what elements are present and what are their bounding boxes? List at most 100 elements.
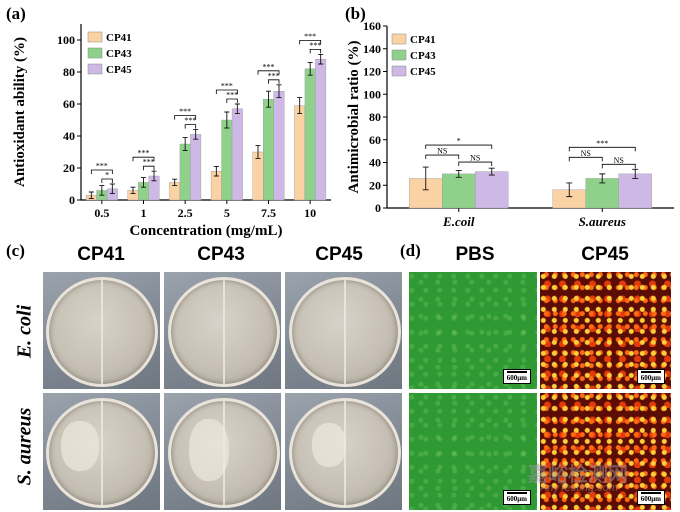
x-tick-label: 10 [304,206,316,220]
significance-label-line [226,98,238,103]
significance-label-line [101,178,113,183]
bar-cp45 [315,59,327,201]
significance-label-line [425,154,460,160]
significance-label-line [143,165,155,171]
significance-label: *** [226,91,238,100]
error-bar [632,168,639,179]
column-header-pbs: PBS [455,244,495,265]
fluorescence-pbs-top: 600μm [409,272,537,389]
significance-label-line [309,49,322,54]
legend-swatch-cp45 [87,63,103,75]
plate-cp41-ecoli [43,272,160,389]
error-bar [109,183,115,195]
bar-cp45 [231,108,243,201]
bar-cp45 [190,134,202,201]
significance-label-line [257,70,280,75]
significance-label: *** [268,71,280,80]
error-bar [213,165,219,177]
x-axis-label: Concentration (mg/mL) [130,223,283,239]
error-bar [234,103,240,115]
legend-swatch-cp45 [391,65,407,77]
legend-label-cp41: CP41 [106,32,132,44]
scale-bar: 600μm [636,490,665,505]
column-header-cp45: CP45 [315,244,363,265]
column-header-cp41: CP41 [77,244,125,265]
significance-label-line [215,89,238,94]
y-tick-label: 100 [57,33,75,47]
bar-cp43 [304,68,316,201]
y-tick-label: 80 [369,110,381,124]
y-tick-label: 80 [63,65,75,79]
x-tick-label: 0.5 [94,206,109,220]
y-tick-label: 0 [69,193,75,207]
legend-swatch-cp43 [87,47,103,59]
error-bar [307,61,313,76]
bar-cp43 [221,119,233,201]
significance-label: *** [263,62,275,71]
error-bar [318,53,324,65]
column-header-cp43: CP43 [197,244,245,265]
bar-cp45 [273,90,285,201]
error-bar [141,177,146,188]
legend-label-cp43: CP43 [106,48,132,60]
significance-label-line [184,124,197,129]
antioxidant-chart: 0204060801000.5****1******2.5******5****… [12,24,331,239]
y-tick-label: 60 [369,133,381,147]
bar-cp43 [263,98,274,201]
error-bar [99,185,105,196]
significance-label: *** [309,41,321,50]
error-bar [297,97,303,115]
significance-label: NS [470,154,480,163]
significance-label-line [425,144,493,150]
bar-cp43 [442,173,476,209]
y-tick-label: 120 [363,65,381,79]
fluorescence-cp45-bottom: 600μm [540,393,671,510]
y-tick-label: 20 [369,178,381,192]
significance-label: *** [184,116,196,125]
significance-label-line [568,156,603,162]
watermark-en: AnyTesting.com [540,482,618,494]
significance-label: NS [437,147,447,156]
significance-label: *** [138,149,150,158]
y-tick-label: 160 [363,19,381,33]
fluorescence-pbs-bottom: 600μm [409,393,537,510]
bar-cp43 [179,143,191,201]
y-axis-label: Antimicrobial ratio (%) [346,40,362,193]
legend-label-cp45: CP45 [410,66,436,78]
error-bar [255,145,261,159]
error-bar [224,111,230,129]
row-header-saureus: S. aureus [13,407,36,486]
significance-label: *** [179,107,191,116]
y-axis-label: Antioxidant ability (%) [12,37,28,187]
scale-bar: 600μm [636,369,665,384]
legend-swatch-cp41 [87,31,103,43]
error-bar [566,182,573,198]
watermark-cn: 嘉峪检测网 [528,464,628,486]
error-bar [266,90,271,108]
error-bar [182,137,188,151]
legend-label-cp45: CP45 [106,64,132,76]
panel-label-a: (a) [6,4,26,23]
plate-cp43-ecoli [164,272,281,389]
y-tick-label: 100 [363,87,381,101]
x-tick-label: E.coil [442,214,475,229]
significance-label: *** [221,82,233,91]
error-bar [130,186,136,195]
x-tick-label: 5 [224,206,230,220]
y-tick-label: 140 [363,42,381,56]
y-tick-label: 40 [369,156,381,170]
y-tick-label: 20 [63,161,75,175]
x-tick-label: S.aureus [579,214,626,229]
error-bar [488,167,495,176]
significance-label: * [105,171,109,180]
error-bar [455,170,462,178]
error-bar [599,173,606,184]
plate-cp45-saureus [285,393,402,510]
significance-label-line [132,156,155,162]
y-tick-label: 60 [63,97,75,111]
significance-label-line [568,146,636,152]
panel-label-d: (d) [400,241,421,260]
plate-cp41-saureus [43,393,160,510]
significance-label-line [299,40,322,45]
error-bar [422,166,429,191]
